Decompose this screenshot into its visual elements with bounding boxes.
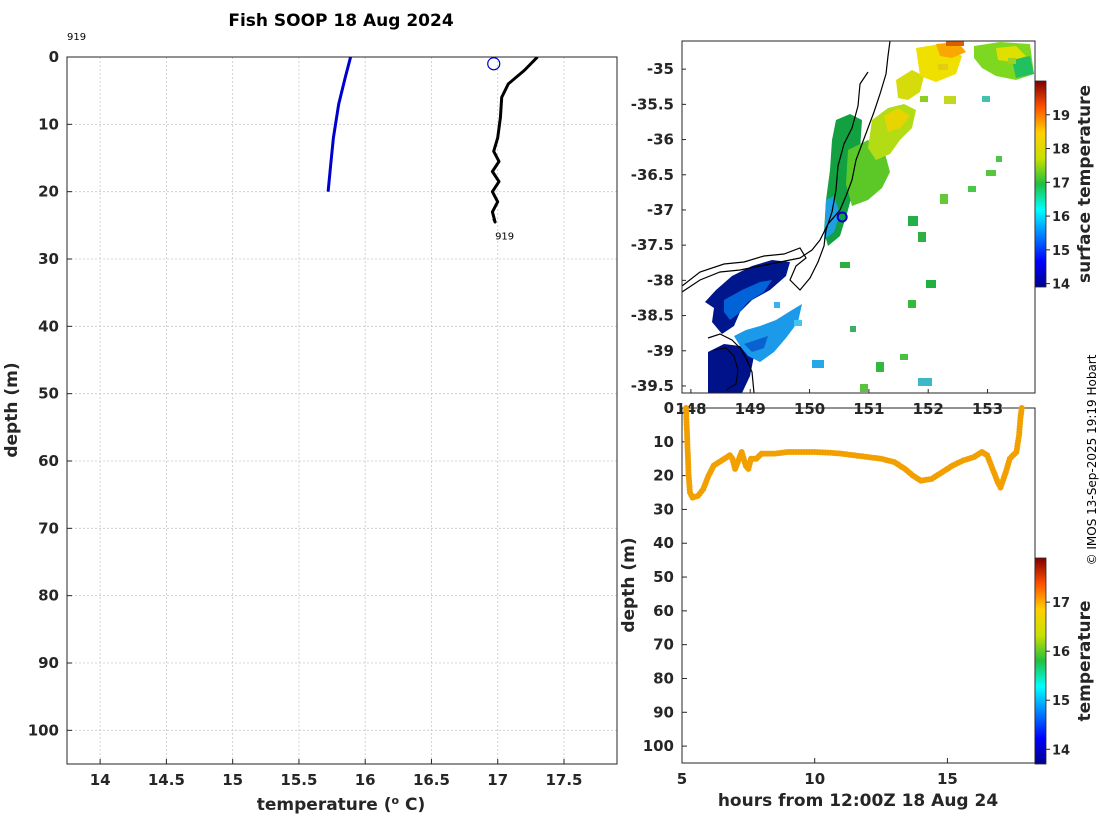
- temperature-colorbar-ticks: 14 15 16 17: [1046, 596, 1070, 758]
- profile-xtick-label: 16: [355, 771, 376, 789]
- profile-ytick-label: 100: [28, 721, 59, 739]
- map-xtick-label: 151: [853, 400, 884, 418]
- depth-time-ytick-label: 80: [653, 669, 674, 687]
- temperature-colorbar-tick-label: 17: [1052, 596, 1070, 611]
- temperature-colorbar-tick-label: 14: [1052, 743, 1070, 758]
- map-ticks: -35 -35.5 -36 -36.5 -37 -37.5 -38 -38.5 -39 -39.5…: [631, 60, 1003, 418]
- profile-xtick-label: 14: [90, 771, 111, 789]
- profile-ytick-label: 80: [38, 587, 59, 605]
- surface-marker: [487, 57, 501, 71]
- profile-ytick-label: 20: [38, 183, 59, 201]
- map-ytick-label: -36.5: [631, 166, 674, 184]
- depth-time-ytick-label: 40: [653, 534, 674, 552]
- depth-time-xlabel: hours from 12:00Z 18 Aug 24: [718, 791, 999, 811]
- depth-time-xtick-label: 10: [804, 770, 825, 788]
- map-ytick-label: -37.5: [631, 236, 674, 254]
- depth-time-ytick-label: 10: [653, 433, 674, 451]
- map-xtick-label: 148: [675, 400, 706, 418]
- depth-time-xtick-label: 15: [937, 770, 958, 788]
- profile-annotation-top: 919: [67, 32, 86, 43]
- sst-colorbar-tick-label: 16: [1052, 210, 1070, 225]
- map-ytick-label: -37: [647, 201, 674, 219]
- sst-colorbar-tick-label: 18: [1052, 143, 1070, 158]
- depth-time-ytick-label: 20: [653, 467, 674, 485]
- climatology-line: [326, 57, 353, 192]
- profile-line: [490, 57, 539, 224]
- map-ytick-label: -39: [647, 342, 674, 360]
- map-xtick-label: 150: [794, 400, 825, 418]
- profile-xtick-label: 14.5: [148, 771, 185, 789]
- depth-time-ytick-label: 70: [653, 636, 674, 654]
- depth-time-ytick-label: 90: [653, 703, 674, 721]
- depth-time-ytick-label: 50: [653, 568, 674, 586]
- profile-xtick-label: 15: [222, 771, 243, 789]
- sst-colorbar: [1034, 80, 1047, 288]
- station-marker: [836, 211, 848, 223]
- depth-time-point: [1018, 405, 1025, 411]
- map-ytick-label: -35: [647, 60, 674, 78]
- profile-ticks: 14 14.5 15 15.5 16 16.5 17 17.5 0 10 20 30 40 50 60 70 8…: [28, 48, 583, 789]
- depth-time-ylabel: depth (m): [619, 537, 639, 632]
- sst-colorbar-tick-label: 15: [1052, 244, 1070, 259]
- map-ytick-label: -38.5: [631, 307, 674, 325]
- temperature-colorbar-label: temperature: [1075, 600, 1095, 721]
- profile-lines: [326, 57, 539, 224]
- profile-ytick-label: 90: [38, 654, 59, 672]
- map-ytick-label: -39.5: [631, 377, 674, 395]
- depth-time-points: [683, 405, 1025, 501]
- map-xtick-label: 153: [972, 400, 1003, 418]
- sst-colorbar-tick-label: 17: [1052, 176, 1070, 191]
- temperature-colorbar-tick-label: 15: [1052, 694, 1070, 709]
- depth-time-ytick-label: 100: [643, 737, 674, 755]
- chart-title: Fish SOOP 18 Aug 2024: [228, 11, 454, 31]
- profile-xtick-label: 17: [487, 771, 508, 789]
- depth-time-ytick-label: 30: [653, 500, 674, 518]
- profile-ytick-label: 30: [38, 250, 59, 268]
- sst-colorbar-tick-label: 19: [1052, 109, 1070, 124]
- sst-colorbar-ticks: 14 15 16 17 18 19: [1046, 109, 1070, 293]
- sst-colorbar-tick-label: 14: [1052, 278, 1070, 293]
- profile-xtick-label: 16.5: [413, 771, 450, 789]
- profile-xtick-label: 17.5: [545, 771, 582, 789]
- sst-pixels: [705, 41, 1034, 393]
- map-xtick-label: 152: [913, 400, 944, 418]
- profile-xlabel: temperature (o C): [257, 794, 426, 815]
- map-xtick-label: 149: [735, 400, 766, 418]
- profile-ytick-label: 70: [38, 519, 59, 537]
- profile-grid: [67, 56, 617, 764]
- profile-ytick-label: 60: [38, 452, 59, 470]
- depth-time-xtick-label: 5: [677, 770, 687, 788]
- profile-ylabel: depth (m): [2, 362, 22, 457]
- profile-ytick-label: 40: [38, 317, 59, 335]
- profile-ytick-label: 50: [38, 385, 59, 403]
- map-ytick-label: -38: [647, 271, 674, 289]
- sst-colorbar-label: surface temperature: [1075, 85, 1095, 283]
- temperature-colorbar: [1034, 557, 1047, 765]
- map-panel: -35 -35.5 -36 -36.5 -37 -37.5 -38 -38.5 -39 -39.5…: [631, 40, 1095, 418]
- depth-time-ytick-label: 0: [664, 399, 674, 417]
- profile-axes-box: [66, 56, 618, 765]
- profile-xtick-label: 15.5: [280, 771, 317, 789]
- copyright-text: © IMOS 13-Sep-2025 19:19 Hobart: [1085, 354, 1099, 565]
- temperature-colorbar-tick-label: 16: [1052, 645, 1070, 660]
- map-ytick-label: -35.5: [631, 95, 674, 113]
- profile-ytick-label: 0: [49, 48, 59, 66]
- profile-annotation-bottom: 919: [495, 231, 514, 242]
- profile-ytick-label: 10: [38, 115, 59, 133]
- map-ytick-label: -36: [647, 131, 674, 149]
- profile-panel: 14 14.5 15 15.5 16 16.5 17 17.5 0 10 20 30 40 50 60 70 8…: [2, 32, 618, 815]
- depth-time-ytick-label: 60: [653, 602, 674, 620]
